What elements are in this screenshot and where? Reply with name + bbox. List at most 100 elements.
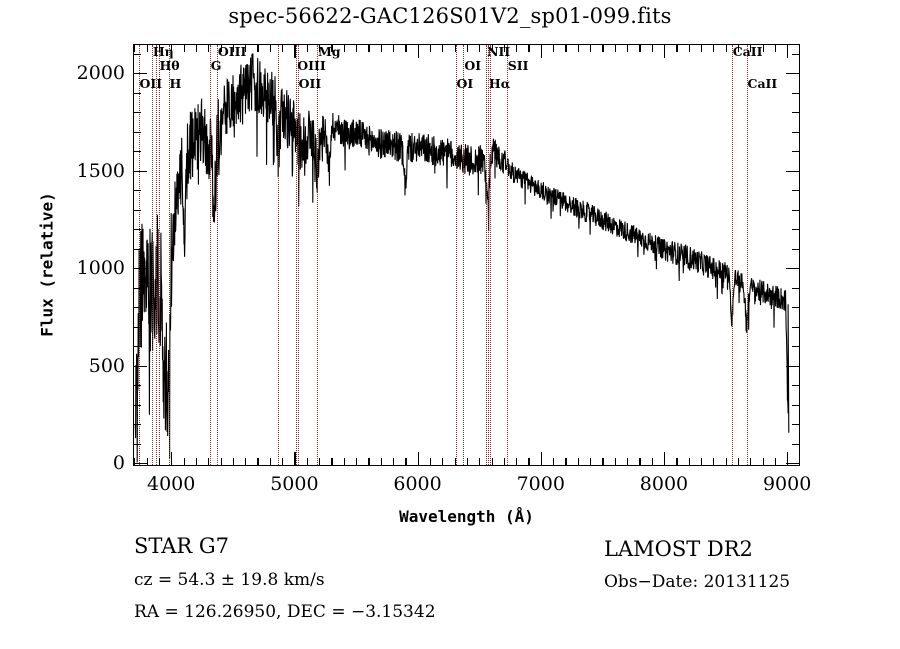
x-axis-title: Wavelength (Å) <box>399 507 534 526</box>
x-tick <box>454 458 456 465</box>
spectral-line-marker <box>316 45 318 465</box>
spectral-line-marker <box>209 45 211 465</box>
spectral-line-marker <box>463 45 465 465</box>
x-tick-label: 8000 <box>639 473 689 495</box>
y-tick-label: 1000 <box>76 257 125 280</box>
x-tick-top <box>565 45 567 52</box>
spectral-line-marker <box>746 45 748 465</box>
x-tick-top <box>319 45 321 52</box>
x-tick <box>590 458 592 465</box>
x-tick <box>257 458 259 465</box>
x-tick-top <box>257 45 259 52</box>
x-tick-top <box>787 45 789 58</box>
x-tick-top <box>294 45 296 58</box>
x-tick <box>146 458 148 465</box>
y-tick-right <box>792 385 799 387</box>
x-tick <box>787 452 789 465</box>
y-tick-right <box>786 365 799 367</box>
x-tick-label: 5000 <box>270 473 319 495</box>
x-tick <box>356 458 358 465</box>
x-tick <box>417 452 419 465</box>
x-tick <box>553 458 555 465</box>
y-tick-right <box>792 326 799 328</box>
x-tick <box>171 452 173 465</box>
x-tick-top <box>368 45 370 52</box>
spectral-line-label: CaII <box>732 44 763 59</box>
x-tick <box>491 458 493 465</box>
y-tick <box>134 326 141 328</box>
y-tick <box>134 463 147 465</box>
x-tick-label: 6000 <box>393 473 442 495</box>
y-tick <box>134 385 141 387</box>
y-tick <box>134 112 141 114</box>
spectral-line-label: OIII <box>297 58 326 73</box>
y-tick-right <box>792 443 799 445</box>
spectral-line-marker <box>158 45 160 465</box>
spectrum-trace <box>134 53 790 463</box>
x-tick-top <box>762 45 764 52</box>
y-tick-right <box>792 53 799 55</box>
x-tick <box>208 458 210 465</box>
x-tick-top <box>183 45 185 52</box>
x-tick-top <box>158 45 161 52</box>
y-tick <box>134 73 147 75</box>
y-tick <box>134 248 141 250</box>
x-tick-top <box>232 45 235 52</box>
x-tick-top <box>725 45 727 52</box>
redshift-velocity: cz = 54.3 ± 19.8 km/s <box>134 570 325 590</box>
x-tick-top <box>282 45 284 52</box>
x-tick-top <box>331 45 333 52</box>
x-tick-top <box>220 45 222 52</box>
x-tick <box>380 458 382 465</box>
y-tick-right <box>792 151 799 153</box>
x-tick <box>392 458 395 465</box>
y-tick-right <box>792 424 799 426</box>
x-tick-top <box>380 45 382 52</box>
x-tick-top <box>429 45 432 52</box>
x-tick <box>750 458 752 465</box>
x-tick <box>737 458 740 465</box>
x-tick <box>627 458 629 465</box>
x-tick-top <box>639 45 641 52</box>
x-tick-top <box>195 45 198 52</box>
x-tick <box>368 458 370 465</box>
x-tick-top <box>774 45 777 52</box>
x-tick <box>306 458 308 465</box>
y-tick <box>134 365 147 367</box>
plot-area <box>133 44 800 466</box>
y-axis-title: Flux (relative) <box>37 192 57 337</box>
x-tick <box>540 452 543 465</box>
y-tick <box>134 170 147 172</box>
x-tick <box>134 458 136 465</box>
spectral-line-marker <box>506 45 508 465</box>
spectral-line-marker <box>296 45 298 465</box>
x-tick-top <box>454 45 456 52</box>
y-tick-right <box>792 131 799 133</box>
spectral-line-label: SII <box>507 58 529 73</box>
x-tick-label: 9000 <box>762 473 812 495</box>
spectral-line-label: Hθ <box>159 58 180 73</box>
y-tick <box>134 53 141 55</box>
x-tick <box>725 458 727 465</box>
x-tick <box>245 458 247 465</box>
x-tick-top <box>590 45 592 52</box>
spectral-line-label: OI <box>456 76 474 91</box>
y-tick-right <box>792 404 799 406</box>
x-tick <box>774 458 777 465</box>
y-tick-label: 2000 <box>76 62 125 85</box>
obs-date-label: Obs−Date: 20131125 <box>604 572 791 592</box>
x-tick-top <box>676 45 678 52</box>
x-tick-top <box>134 45 136 52</box>
y-tick <box>134 404 141 406</box>
x-tick <box>429 458 432 465</box>
x-tick <box>269 458 271 465</box>
x-tick <box>528 458 530 465</box>
y-tick-right <box>786 170 799 172</box>
x-tick-top <box>516 45 518 52</box>
x-tick <box>319 458 321 465</box>
y-tick-right <box>786 463 799 465</box>
x-tick-top <box>577 45 579 52</box>
object-type-label: STAR G7 <box>134 534 230 558</box>
y-tick-right <box>792 209 799 211</box>
x-tick-top <box>146 45 148 52</box>
